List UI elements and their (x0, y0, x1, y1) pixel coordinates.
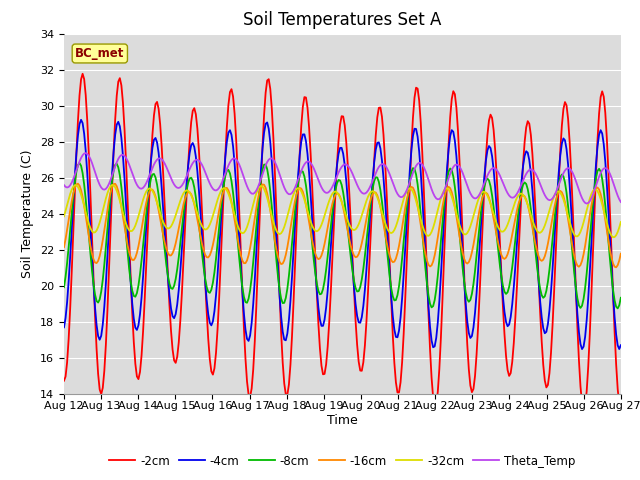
-32cm (617, 219, 625, 225)
-4cm (77, 117, 85, 123)
-16cm (305, 219, 313, 225)
Line: Theta_Temp: Theta_Temp (64, 153, 621, 204)
-4cm (255, 193, 263, 199)
-32cm (305, 213, 313, 219)
-32cm (60, 214, 68, 219)
Line: -8cm: -8cm (64, 163, 621, 308)
-2cm (617, 406, 625, 412)
Theta_Temp (589, 192, 596, 198)
Theta_Temp (60, 182, 68, 188)
Theta_Temp (130, 175, 138, 180)
-2cm (246, 394, 254, 400)
-4cm (130, 316, 138, 322)
-4cm (589, 212, 596, 218)
-2cm (79, 71, 86, 77)
-16cm (130, 257, 138, 263)
Line: -16cm: -16cm (64, 184, 621, 267)
-16cm (588, 203, 595, 209)
-4cm (60, 324, 68, 330)
-32cm (108, 182, 116, 188)
Theta_Temp (228, 157, 236, 163)
-16cm (74, 181, 82, 187)
-32cm (609, 234, 617, 240)
-16cm (255, 189, 263, 195)
-8cm (130, 293, 138, 299)
Line: -4cm: -4cm (64, 120, 621, 349)
-8cm (228, 178, 236, 184)
Legend: -2cm, -4cm, -8cm, -16cm, -32cm, Theta_Temp: -2cm, -4cm, -8cm, -16cm, -32cm, Theta_Te… (104, 450, 580, 472)
Line: -2cm: -2cm (64, 74, 621, 410)
Theta_Temp (82, 150, 90, 156)
-2cm (60, 378, 68, 384)
-8cm (255, 190, 263, 195)
Line: -32cm: -32cm (64, 185, 621, 237)
-8cm (588, 217, 595, 223)
-16cm (228, 199, 236, 205)
-8cm (614, 305, 621, 311)
-32cm (130, 226, 138, 232)
-2cm (580, 408, 588, 413)
-8cm (305, 209, 313, 215)
-16cm (617, 251, 625, 257)
-4cm (246, 333, 254, 338)
-32cm (228, 201, 236, 206)
-32cm (246, 214, 254, 219)
-16cm (246, 245, 254, 251)
Theta_Temp (246, 189, 254, 195)
-4cm (305, 169, 313, 175)
-2cm (228, 86, 236, 92)
-2cm (305, 124, 313, 130)
-16cm (612, 264, 620, 270)
-8cm (76, 160, 83, 166)
-8cm (617, 295, 625, 300)
-8cm (60, 284, 68, 290)
Title: Soil Temperatures Set A: Soil Temperatures Set A (243, 11, 442, 29)
Theta_Temp (617, 199, 625, 205)
Y-axis label: Soil Temperature (C): Soil Temperature (C) (22, 149, 35, 278)
-2cm (255, 222, 263, 228)
-32cm (588, 191, 595, 197)
X-axis label: Time: Time (327, 414, 358, 427)
-16cm (60, 244, 68, 250)
-2cm (589, 252, 596, 257)
Theta_Temp (255, 180, 263, 186)
-4cm (228, 132, 236, 138)
Theta_Temp (305, 159, 313, 165)
Text: BC_met: BC_met (75, 47, 125, 60)
-4cm (617, 342, 625, 348)
-32cm (255, 184, 263, 190)
-8cm (246, 287, 254, 293)
-4cm (578, 346, 586, 352)
Theta_Temp (583, 201, 591, 206)
-2cm (130, 339, 138, 345)
